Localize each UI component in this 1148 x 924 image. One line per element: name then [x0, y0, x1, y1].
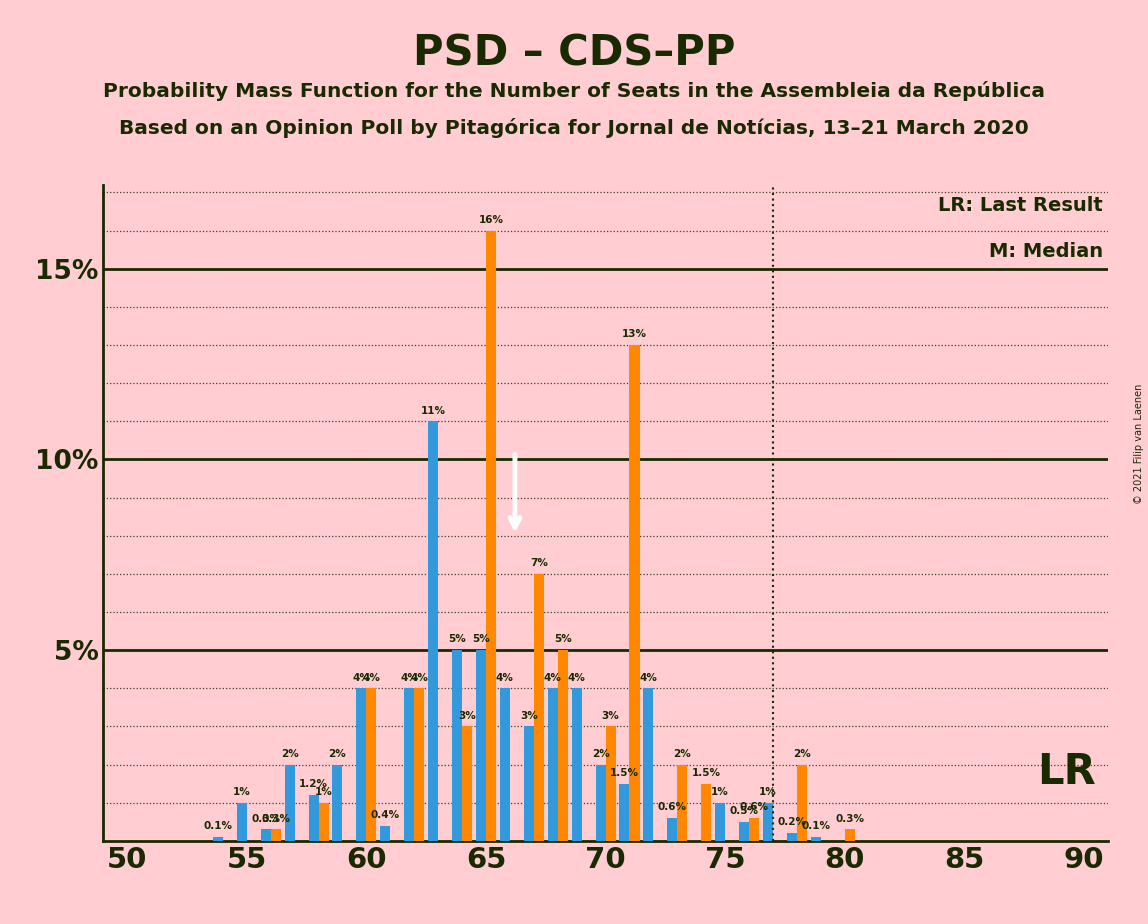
Bar: [380, 825, 390, 841]
Bar: [845, 830, 855, 841]
Text: 1.2%: 1.2%: [298, 779, 328, 789]
Bar: [461, 726, 472, 841]
Text: 7%: 7%: [530, 558, 548, 568]
Bar: [572, 688, 582, 841]
Bar: [236, 803, 247, 841]
Text: 0.6%: 0.6%: [658, 802, 687, 812]
Bar: [701, 784, 712, 841]
Text: 3%: 3%: [602, 711, 620, 721]
Text: 3%: 3%: [520, 711, 537, 721]
Bar: [667, 818, 677, 841]
Bar: [534, 574, 544, 841]
Text: 4%: 4%: [410, 673, 428, 683]
Bar: [271, 830, 281, 841]
Text: 5%: 5%: [448, 635, 466, 644]
Bar: [486, 231, 496, 841]
Text: M: Median: M: Median: [988, 242, 1103, 261]
Text: 4%: 4%: [401, 673, 418, 683]
Bar: [476, 650, 486, 841]
Bar: [414, 688, 425, 841]
Bar: [452, 650, 461, 841]
Text: 1%: 1%: [233, 787, 250, 797]
Bar: [763, 803, 773, 841]
Text: 0.1%: 0.1%: [801, 821, 830, 832]
Text: 1.5%: 1.5%: [610, 768, 639, 778]
Bar: [677, 764, 688, 841]
Text: 0.4%: 0.4%: [371, 809, 400, 820]
Bar: [499, 688, 510, 841]
Text: 2%: 2%: [674, 748, 691, 759]
Text: 1%: 1%: [759, 787, 777, 797]
Text: Based on an Opinion Poll by Pitagórica for Jornal de Notícias, 13–21 March 2020: Based on an Opinion Poll by Pitagórica f…: [119, 118, 1029, 139]
Bar: [629, 345, 639, 841]
Bar: [596, 764, 606, 841]
Text: 4%: 4%: [496, 673, 514, 683]
Text: 4%: 4%: [639, 673, 658, 683]
Bar: [212, 837, 223, 841]
Bar: [810, 837, 821, 841]
Bar: [285, 764, 295, 841]
Bar: [739, 821, 750, 841]
Text: 13%: 13%: [622, 329, 647, 339]
Text: LR: Last Result: LR: Last Result: [938, 196, 1103, 215]
Bar: [428, 421, 439, 841]
Text: 1%: 1%: [712, 787, 729, 797]
Bar: [606, 726, 615, 841]
Text: 0.3%: 0.3%: [262, 814, 290, 823]
Text: 4%: 4%: [568, 673, 585, 683]
Bar: [715, 803, 726, 841]
Text: 0.3%: 0.3%: [836, 814, 864, 823]
Text: 16%: 16%: [479, 215, 504, 225]
Text: 2%: 2%: [793, 748, 810, 759]
Text: 2%: 2%: [281, 748, 298, 759]
Bar: [318, 803, 328, 841]
Text: 5%: 5%: [553, 635, 572, 644]
Text: 0.6%: 0.6%: [739, 802, 769, 812]
Text: 11%: 11%: [420, 406, 445, 416]
Text: 4%: 4%: [363, 673, 380, 683]
Text: 1.5%: 1.5%: [692, 768, 721, 778]
Bar: [404, 688, 414, 841]
Bar: [558, 650, 568, 841]
Text: 2%: 2%: [591, 748, 610, 759]
Text: PSD – CDS–PP: PSD – CDS–PP: [413, 32, 735, 74]
Text: 1%: 1%: [315, 787, 333, 797]
Bar: [620, 784, 629, 841]
Bar: [643, 688, 653, 841]
Text: 0.3%: 0.3%: [251, 814, 280, 823]
Text: 4%: 4%: [352, 673, 371, 683]
Text: LR: LR: [1037, 751, 1096, 793]
Text: 5%: 5%: [472, 635, 490, 644]
Text: 4%: 4%: [544, 673, 561, 683]
Text: Probability Mass Function for the Number of Seats in the Assembleia da República: Probability Mass Function for the Number…: [103, 81, 1045, 102]
Bar: [333, 764, 342, 841]
Bar: [356, 688, 366, 841]
Bar: [523, 726, 534, 841]
Text: 0.5%: 0.5%: [729, 806, 759, 816]
Bar: [261, 830, 271, 841]
Text: 0.1%: 0.1%: [203, 821, 232, 832]
Text: 3%: 3%: [458, 711, 476, 721]
Text: 0.2%: 0.2%: [777, 818, 806, 828]
Bar: [366, 688, 377, 841]
Bar: [748, 818, 759, 841]
Text: © 2021 Filip van Laenen: © 2021 Filip van Laenen: [1134, 383, 1143, 504]
Bar: [797, 764, 807, 841]
Text: 2%: 2%: [328, 748, 347, 759]
Bar: [786, 833, 797, 841]
Bar: [548, 688, 558, 841]
Bar: [309, 795, 318, 841]
